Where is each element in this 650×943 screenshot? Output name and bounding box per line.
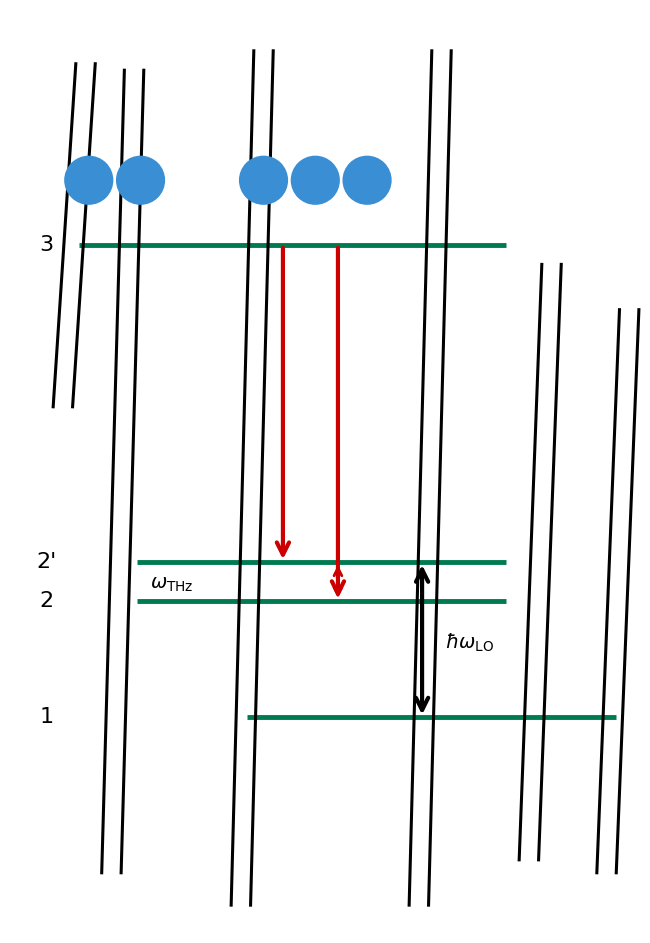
Text: 1: 1 [40, 707, 54, 727]
Polygon shape [101, 70, 144, 873]
Polygon shape [53, 64, 96, 406]
Text: 2': 2' [36, 552, 57, 572]
Circle shape [291, 156, 340, 205]
Text: 2: 2 [40, 591, 54, 611]
Circle shape [116, 156, 165, 205]
Circle shape [239, 156, 288, 205]
Circle shape [64, 156, 113, 205]
Polygon shape [597, 309, 639, 873]
Text: 3: 3 [40, 235, 54, 255]
Polygon shape [409, 51, 451, 905]
Text: $\hbar\omega_{\mathrm{LO}}$: $\hbar\omega_{\mathrm{LO}}$ [445, 632, 494, 654]
Text: $\omega_{\mathrm{THz}}$: $\omega_{\mathrm{THz}}$ [150, 575, 194, 594]
Polygon shape [519, 264, 561, 860]
Polygon shape [231, 51, 273, 905]
Circle shape [343, 156, 392, 205]
